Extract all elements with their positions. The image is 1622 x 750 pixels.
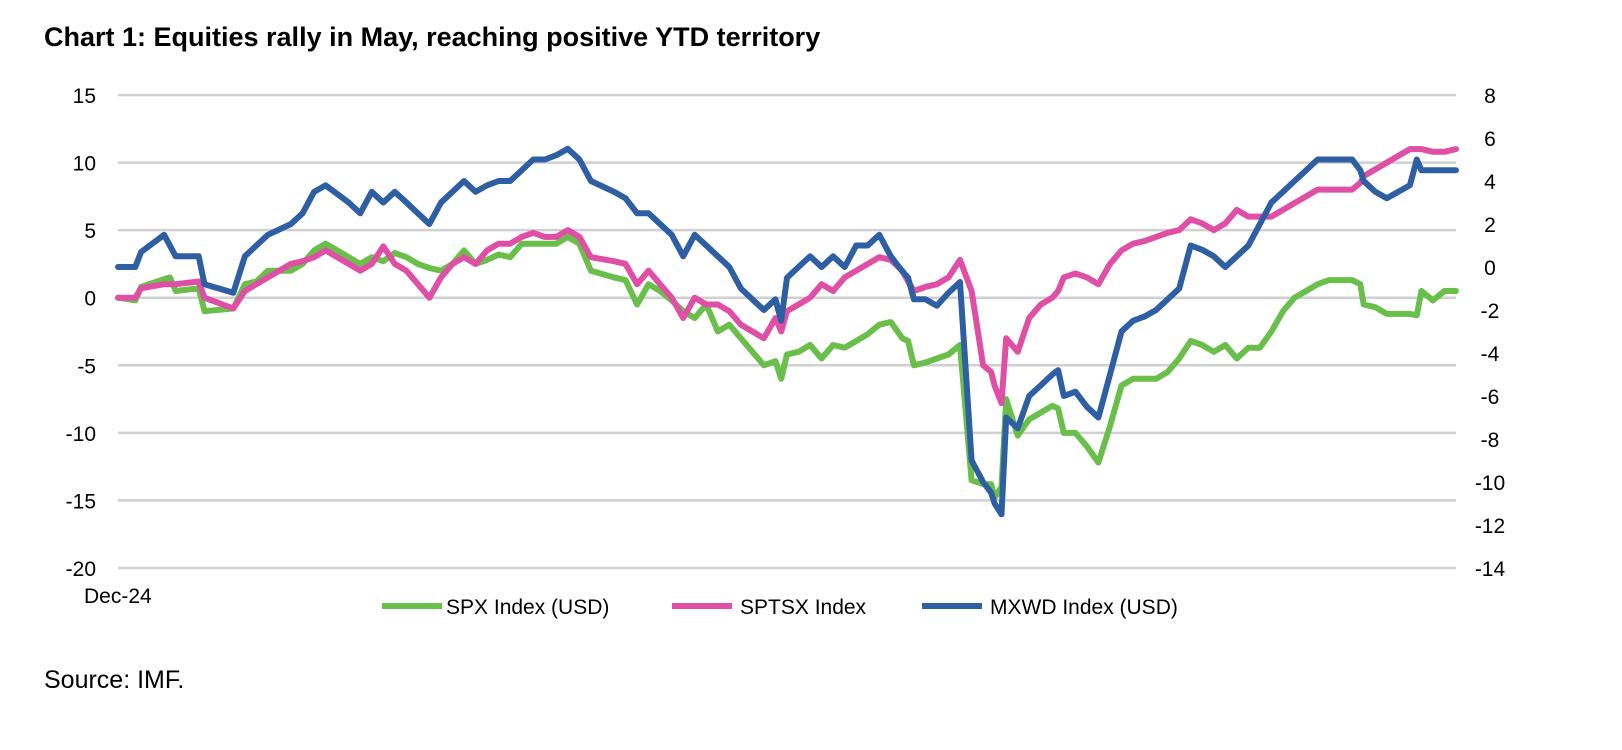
legend: SPX Index (USD) SPTSX Index MXWD Index (US… — [382, 596, 1178, 619]
right-axis-tick: 0 — [1484, 257, 1496, 280]
gridlines — [118, 93, 1456, 570]
right-axis-tick: -8 — [1481, 429, 1500, 452]
right-axis-tick: 4 — [1484, 171, 1496, 194]
legend-label: SPX Index (USD) — [446, 596, 609, 619]
x-tick-label: Dec-24 — [84, 585, 152, 608]
chart-title: Chart 1: Equities rally in May, reaching… — [44, 22, 821, 52]
left-axis-tick: -10 — [66, 423, 96, 446]
series-line-3 — [115, 145, 1459, 518]
right-axis-tick: -4 — [1481, 343, 1500, 366]
right-axis-tick: -2 — [1481, 300, 1500, 323]
left-axis-tick: -20 — [66, 558, 96, 581]
series-lines — [115, 145, 1459, 518]
left-axis-tick: -5 — [77, 355, 96, 378]
left-axis-tick: 5 — [84, 220, 96, 243]
legend-label: SPTSX Index — [740, 596, 867, 619]
series-line-2 — [115, 146, 1459, 407]
legend-label: MXWD Index (USD) — [990, 596, 1178, 619]
right-axis-tick: -14 — [1475, 558, 1506, 581]
left-axis-tick: 0 — [84, 288, 96, 311]
left-axis-tick: -15 — [66, 490, 96, 513]
right-axis-tick: 2 — [1484, 214, 1496, 237]
right-axis-tick: -6 — [1481, 386, 1500, 409]
right-axis-tick: 8 — [1484, 85, 1496, 108]
left-axis-tick: 15 — [73, 85, 96, 108]
right-axis-tick: -12 — [1475, 515, 1505, 538]
right-axis-tick: 6 — [1484, 128, 1496, 151]
right-axis-tick: -10 — [1475, 472, 1505, 495]
left-axis-tick: 10 — [73, 153, 96, 176]
left-axis-ticks: 15 10 5 0 -5 -10 -15 -20 — [66, 85, 96, 581]
right-axis-ticks: 8 6 4 2 0 -2 -4 -6 -8 -10 -12 -14 — [1475, 85, 1506, 581]
source-note: Source: IMF. — [44, 666, 185, 694]
